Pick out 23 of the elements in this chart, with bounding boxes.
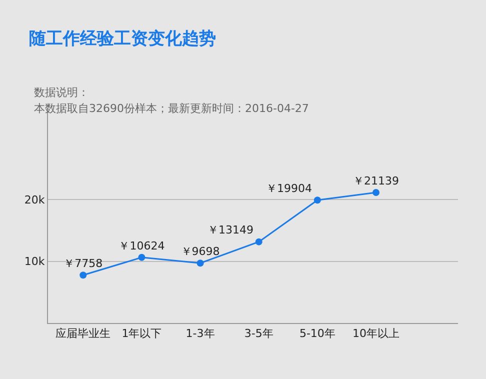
point: [196, 260, 204, 267]
data-label: ￥19904: [266, 182, 312, 195]
annotation: 本数据取自32690份样本；最新更新时间：2016-04-27: [34, 102, 309, 115]
x-tick-label: 应届毕业生: [56, 327, 111, 340]
x-tick-label: 5-10年: [299, 327, 336, 340]
data-label: ￥21139: [353, 174, 399, 188]
x-tick-label: 10年以上: [352, 327, 400, 340]
point: [314, 196, 321, 204]
y-tick-label: 10k: [24, 255, 46, 268]
data-label: ￥7758: [64, 256, 103, 270]
point: [372, 188, 380, 196]
data-label: ￥13149: [207, 224, 254, 237]
y-tick-label: 20k: [24, 193, 46, 206]
data-label: ￥10624: [118, 239, 165, 252]
point: [138, 254, 146, 261]
x-tick-label: 3-5年: [244, 327, 274, 340]
data-label: ￥9698: [180, 245, 220, 258]
point: [255, 238, 262, 246]
point: [80, 272, 87, 279]
x-tick-label: 1年以下: [122, 327, 162, 340]
x-tick-label: 1-3年: [186, 327, 215, 340]
chart-title: 随工作经验工资变化趋势: [29, 28, 216, 49]
chart-subtitle: 数据说明：: [34, 86, 89, 99]
